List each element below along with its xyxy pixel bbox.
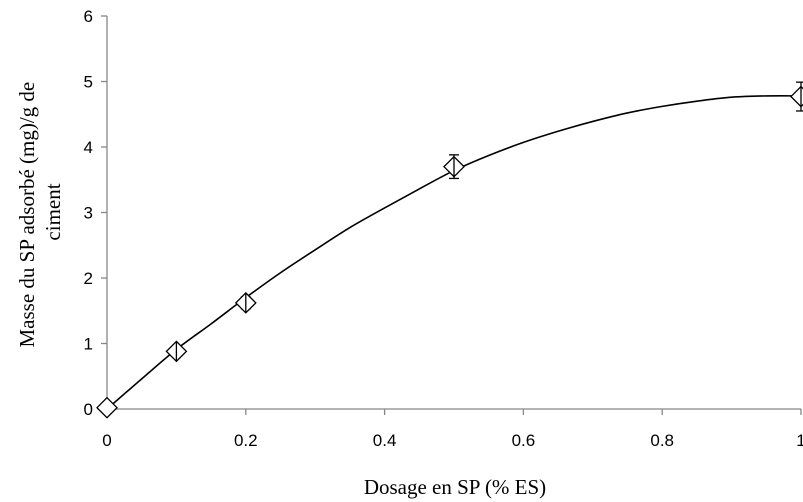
y-tick-label: 5	[84, 73, 93, 92]
data-point	[234, 291, 257, 314]
x-tick-label: 1	[796, 431, 803, 450]
x-tick-label: 0.8	[650, 431, 674, 450]
y-tick-label: 3	[84, 204, 93, 223]
y-tick-label: 0	[84, 400, 93, 419]
y-tick-label: 2	[84, 269, 93, 288]
y-ticks: 0 1 2 3 4 5 6	[84, 7, 107, 419]
x-tick-label: 0.4	[373, 431, 397, 450]
data-point	[443, 154, 465, 180]
data-point	[165, 340, 188, 363]
trendline-group	[106, 95, 802, 410]
y-tick-label: 4	[84, 138, 93, 157]
trendline	[106, 95, 802, 410]
x-ticks: 0 0.2 0.4 0.6 0.8 1	[102, 409, 803, 450]
diamond-marker	[96, 396, 118, 419]
x-axis-title: Dosage en SP (% ES)	[364, 475, 546, 499]
x-tick-label: 0	[102, 431, 111, 450]
x-tick-label: 0.6	[512, 431, 536, 450]
y-tick-label: 1	[84, 335, 93, 354]
y-axis-title: Masse du SP adsorbé (mg)/g de ciment	[15, 76, 65, 347]
data-point	[96, 396, 118, 419]
data-point	[790, 81, 803, 112]
x-tick-label: 0.2	[234, 431, 258, 450]
y-tick-label: 6	[84, 7, 93, 26]
y-axis-title-line-2: ciment	[41, 183, 65, 240]
data-points-group	[96, 81, 803, 419]
axes	[106, 16, 801, 410]
y-axis-title-line-1: Masse du SP adsorbé (mg)/g de	[15, 82, 39, 348]
